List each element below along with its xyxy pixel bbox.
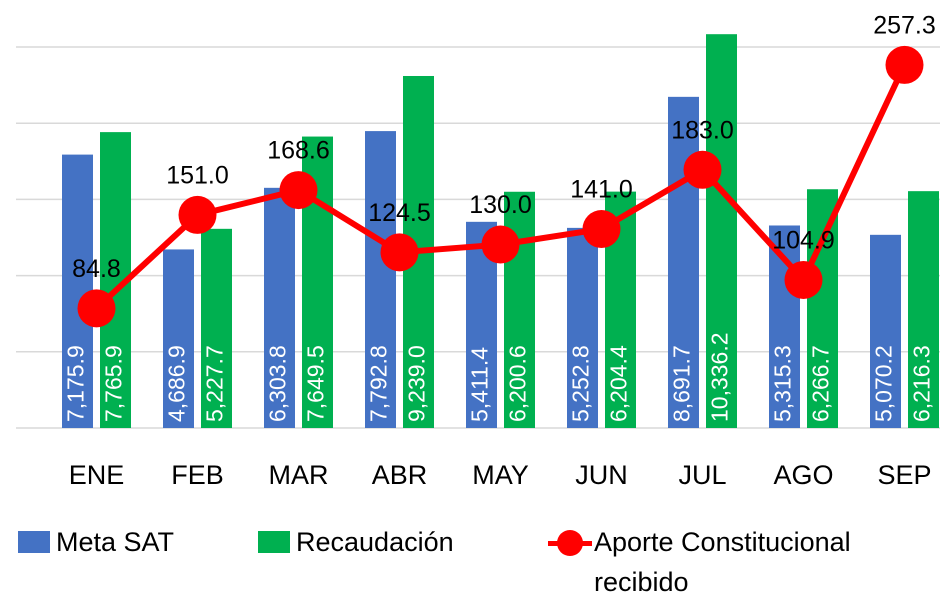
legend-item: Recaudación [258,522,538,562]
bar-value-label: 5,070.2 [871,345,897,422]
line-value-label: 130.0 [469,191,532,219]
line-marker [481,225,520,264]
x-tick-label: ENE [69,460,125,490]
bar-value-label: 5,252.8 [568,345,594,422]
x-tick-label: JUL [678,460,726,490]
x-tick-label: FEB [171,460,224,490]
bar [163,249,194,428]
legend-swatch [258,531,290,553]
legend-swatch [548,522,592,562]
legend-item: Aporte Constitucional recibido [548,522,948,602]
line-marker [582,210,621,249]
bar-value-label: 10,336.2 [707,332,733,422]
legend-item: Meta SAT [18,522,248,562]
x-tick-label: ABR [372,460,428,490]
bar-value-label: 4,686.9 [164,345,190,422]
line-marker [683,150,722,189]
bar-value-label: 6,216.3 [909,345,935,422]
line-value-label: 84.8 [72,255,121,283]
bar-value-label: 7,649.5 [303,345,329,422]
bar [365,131,396,429]
bar-value-label: 7,765.9 [101,345,127,422]
bar-value-label: 6,200.6 [505,345,531,422]
x-tick-label: MAY [472,460,529,490]
bar-value-label: 6,266.7 [808,345,834,422]
line-value-label: 141.0 [570,176,633,204]
legend-label: Meta SAT [56,527,175,557]
line-marker [279,171,318,210]
x-tick-label: MAR [269,460,329,490]
bar [706,34,737,428]
legend: Meta SAT Recaudación Aporte Constitucional… [0,522,951,608]
bar [567,227,598,428]
legend-swatch [18,531,50,553]
x-tick-label: JUN [575,460,628,490]
bar-value-label: 6,204.4 [606,345,632,422]
chart: ENE FEB MAR ABR MAY JUN JUL AGO SEP 7,175.9 4,686.… [16,12,940,490]
line-marker [380,233,419,272]
legend-marker [557,530,583,556]
bar-value-label: 9,239.0 [404,345,430,422]
bar [870,234,901,428]
line-marker [178,195,217,234]
line-value-label: 104.9 [772,227,835,255]
bar [264,187,295,428]
line-marker [885,45,924,84]
bar [908,191,939,428]
x-tick-label: AGO [773,460,833,490]
bar-value-label: 7,792.8 [366,345,392,422]
bar [62,154,93,428]
bar [668,96,699,429]
legend-label: Recaudación [296,527,454,557]
bar-value-label: 6,303.8 [265,345,291,422]
bar-value-label: 7,175.9 [63,345,89,422]
bar-value-label: 8,691.7 [669,345,695,422]
line-value-label: 124.5 [368,199,431,227]
bar-value-label: 5,227.7 [202,345,228,422]
line-marker [784,260,823,299]
line-marker [77,289,116,328]
line-value-label: 257.3 [873,12,936,40]
bar-value-label: 5,315.3 [770,345,796,422]
bar [807,189,838,428]
legend-label: Aporte Constitucional recibido [594,527,851,597]
line-value-label: 183.0 [671,116,734,144]
line-value-label: 151.0 [166,162,229,190]
line-value-label: 168.6 [267,137,330,165]
bar [201,228,232,428]
x-tick-label: SEP [877,460,931,490]
bar-value-label: 5,411.4 [467,347,493,422]
